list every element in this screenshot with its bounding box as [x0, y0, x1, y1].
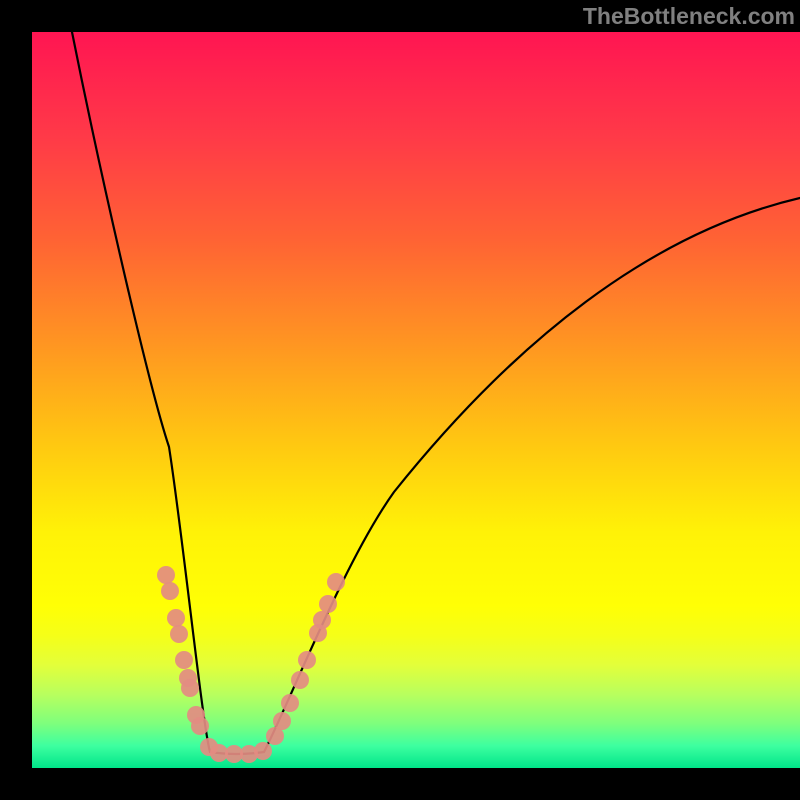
data-marker: [254, 742, 272, 760]
data-marker: [281, 694, 299, 712]
watermark-text: TheBottleneck.com: [583, 3, 795, 30]
data-marker: [167, 609, 185, 627]
chart-overlay-svg: [32, 32, 800, 768]
data-marker: [327, 573, 345, 591]
data-marker: [273, 712, 291, 730]
chart-frame: TheBottleneck.com: [0, 0, 800, 800]
data-marker: [181, 679, 199, 697]
data-marker: [157, 566, 175, 584]
plot-area: [32, 32, 800, 768]
bottleneck-curve: [72, 32, 800, 754]
data-marker: [170, 625, 188, 643]
data-marker: [313, 611, 331, 629]
data-marker: [161, 582, 179, 600]
data-marker: [175, 651, 193, 669]
data-marker: [191, 717, 209, 735]
data-marker: [298, 651, 316, 669]
data-marker: [319, 595, 337, 613]
data-marker: [291, 671, 309, 689]
